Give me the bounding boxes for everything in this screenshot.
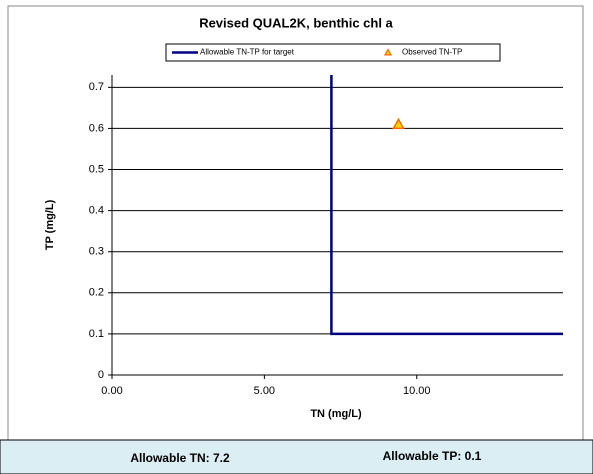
legend-label: Allowable TN-TP for target	[200, 48, 295, 57]
x-tick-label: 10.00	[403, 385, 431, 397]
x-tick-label: 0.00	[101, 385, 122, 397]
legend-label: Observed TN-TP	[402, 48, 462, 57]
legend-symbol	[383, 48, 393, 56]
y-tick-label: 0.1	[89, 328, 104, 340]
point	[392, 117, 405, 130]
line	[330, 75, 563, 336]
legend	[165, 43, 501, 62]
chart-title: Revised QUAL2K, benthic chl a	[199, 15, 393, 30]
y-tick-label: 0.5	[89, 163, 104, 175]
y-tick-label: 0.6	[89, 122, 104, 134]
footer-tn: Allowable TN: 7.2	[130, 451, 230, 465]
y-tick-label: 0.2	[89, 287, 104, 299]
y-axis-label: TP (mg/L)	[44, 199, 56, 250]
footer-panel	[0, 439, 593, 474]
y-tick-label: 0.4	[89, 205, 104, 217]
y-tick-label: 0.3	[89, 246, 104, 258]
y-tick-label: 0	[98, 369, 104, 381]
footer-tp: Allowable TP: 0.1	[383, 449, 482, 463]
x-axis-label: TN (mg/L)	[310, 408, 362, 420]
x-tick-label: 5.00	[254, 385, 275, 397]
y-tick-label: 0.7	[89, 81, 104, 93]
chart-border	[7, 5, 584, 441]
